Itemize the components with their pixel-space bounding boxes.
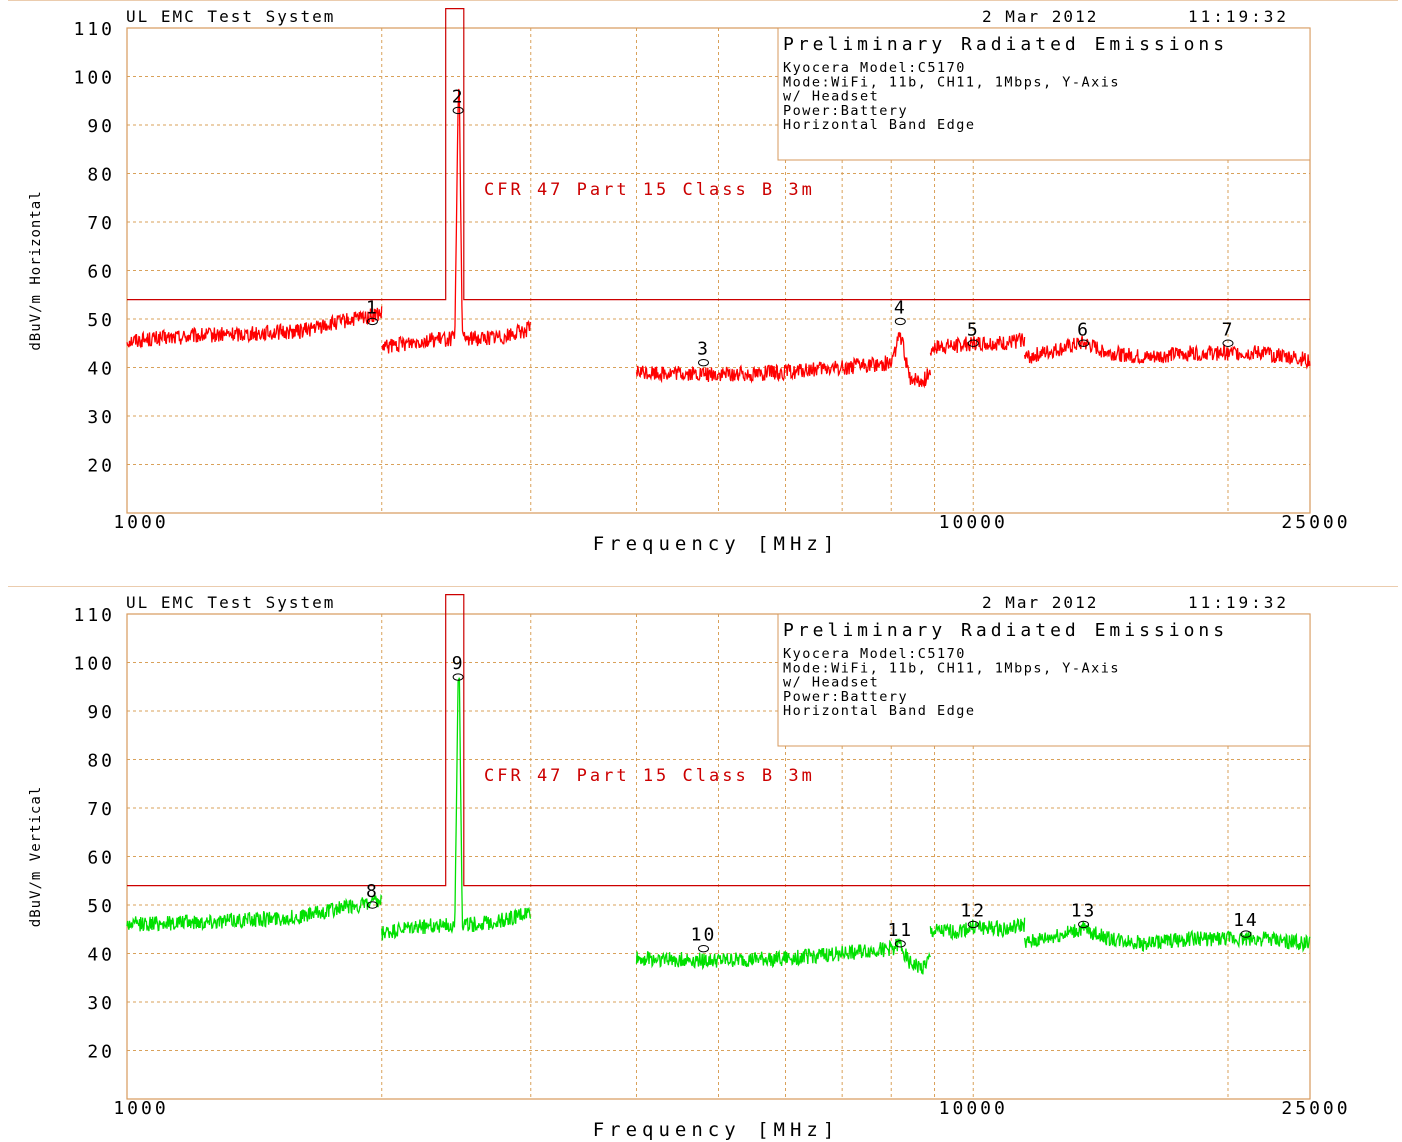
date-label: 2 Mar 2012	[982, 7, 1098, 26]
limit-line	[127, 594, 1310, 887]
marker-label: 3	[697, 339, 710, 360]
marker-label: 14	[1233, 910, 1259, 931]
limit-label: CFR 47 Part 15 Class B 3m	[484, 766, 815, 786]
y-tick-label: 80	[87, 165, 115, 186]
emissions-chart-horizontal-svg: 110 100 90 80 70 60 50 40 30 20 1000 10000 25000 Freq…	[8, 0, 1398, 555]
info-box-line: Power:Battery	[783, 103, 908, 119]
marker-symbol	[1240, 930, 1252, 938]
time-label: 11:19:32	[1188, 593, 1289, 612]
info-box-title: Preliminary Radiated Emissions	[783, 34, 1228, 55]
date-label: 2 Mar 2012	[982, 593, 1098, 612]
y-tick-label: 40	[87, 945, 115, 966]
marker-symbol	[697, 358, 709, 367]
info-box-title: Preliminary Radiated Emissions	[783, 620, 1228, 641]
x-axis-label: Frequency [MHz]	[593, 1119, 840, 1141]
info-box-line: Mode:WiFi, 11b, CH11, 1Mbps, Y-Axis	[783, 660, 1120, 676]
y-tick-label: 50	[87, 310, 115, 331]
x-tick-label: 10000	[939, 512, 1008, 533]
marker-label: 2	[452, 86, 465, 107]
y-tick-label: 20	[87, 456, 115, 477]
marker-label: 7	[1222, 319, 1235, 340]
y-tick-label: 90	[87, 116, 115, 137]
marker-symbol	[1078, 920, 1090, 929]
x-tick-label: 25000	[1281, 512, 1350, 533]
marker-symbol	[1222, 339, 1234, 347]
y-tick-label: 100	[73, 654, 115, 675]
x-tick-label: 1000	[113, 512, 168, 533]
emissions-chart-vertical-svg: 110 100 90 80 70 60 50 40 30 20 1000 10000 25000 Freq…	[8, 586, 1398, 1141]
marker-label: 9	[452, 653, 465, 674]
emissions-chart-horizontal: 110 100 90 80 70 60 50 40 30 20 1000 10000 25000 Freq…	[0, 0, 1402, 556]
x-tick-label: 1000	[113, 1098, 168, 1119]
x-axis-label: Frequency [MHz]	[593, 533, 840, 555]
y-tick-label: 70	[87, 213, 115, 234]
marker-symbol	[366, 317, 378, 326]
plot-frame	[126, 613, 1311, 1100]
marker-symbol	[697, 944, 709, 953]
info-box-line: Mode:WiFi, 11b, CH11, 1Mbps, Y-Axis	[783, 74, 1120, 90]
trace-segment	[126, 894, 383, 932]
marker-label: 11	[887, 920, 913, 941]
marker-symbol	[967, 339, 979, 347]
y-tick-label: 50	[87, 896, 115, 917]
marker-label: 13	[1071, 900, 1097, 921]
trace-segment	[635, 331, 932, 389]
marker-symbol	[894, 940, 906, 948]
y-tick-label: 60	[87, 848, 115, 869]
y-tick-label: 110	[73, 19, 115, 40]
info-box-line: Horizontal Band Edge	[783, 117, 976, 133]
marker-label: 12	[960, 900, 986, 921]
y-tick-label: 80	[87, 751, 115, 772]
trace-segment	[635, 938, 931, 975]
marker-symbol	[1078, 339, 1090, 347]
marker-symbol	[894, 317, 906, 326]
trace-segment	[126, 306, 383, 349]
marker-symbol	[452, 106, 464, 115]
y-tick-label: 70	[87, 799, 115, 820]
trace-segment	[381, 88, 532, 354]
y-tick-label: 90	[87, 702, 115, 723]
system-label: UL EMC Test System	[126, 593, 335, 612]
y-tick-label: 30	[87, 993, 115, 1014]
info-box-line: w/ Headset	[783, 675, 879, 691]
info-box-line: Kyocera Model:C5170	[783, 60, 966, 76]
limit-label: CFR 47 Part 15 Class B 3m	[484, 180, 815, 200]
y-tick-label: 110	[73, 605, 115, 626]
time-label: 11:19:32	[1188, 7, 1289, 26]
marker-label: 1	[366, 297, 379, 318]
marker-label: 8	[366, 881, 379, 902]
y-tick-label: 100	[73, 68, 115, 89]
system-label: UL EMC Test System	[126, 7, 335, 26]
x-tick-label: 25000	[1281, 1098, 1350, 1119]
info-box-line: Power:Battery	[783, 689, 908, 705]
info-box-line: Horizontal Band Edge	[783, 703, 976, 719]
trace-segment	[381, 677, 532, 941]
marker-label: 4	[894, 297, 907, 318]
emissions-chart-vertical: 110 100 90 80 70 60 50 40 30 20 1000 10000 25000 Freq…	[0, 586, 1402, 1142]
trace-segment	[1023, 335, 1311, 370]
marker-symbol	[366, 901, 378, 909]
y-tick-label: 30	[87, 407, 115, 428]
y-tick-label: 40	[87, 359, 115, 380]
marker-symbol	[967, 920, 979, 929]
info-box-line: w/ Headset	[783, 89, 879, 105]
plot-frame	[126, 27, 1311, 514]
y-axis-label: dBuV/m Vertical	[28, 786, 44, 927]
x-tick-label: 10000	[939, 1098, 1008, 1119]
trace-segment	[1023, 921, 1311, 953]
info-box	[777, 27, 1311, 161]
y-axis-label: dBuV/m Horizontal	[28, 190, 44, 350]
marker-label: 10	[691, 925, 717, 946]
marker-symbol	[452, 673, 464, 681]
limit-line	[127, 8, 1310, 301]
marker-label: 6	[1077, 319, 1090, 340]
marker-label: 5	[967, 319, 980, 340]
y-tick-label: 60	[87, 262, 115, 283]
y-tick-label: 20	[87, 1042, 115, 1063]
trace-segment	[929, 332, 1026, 356]
info-box	[777, 613, 1311, 747]
info-box-line: Kyocera Model:C5170	[783, 646, 966, 662]
